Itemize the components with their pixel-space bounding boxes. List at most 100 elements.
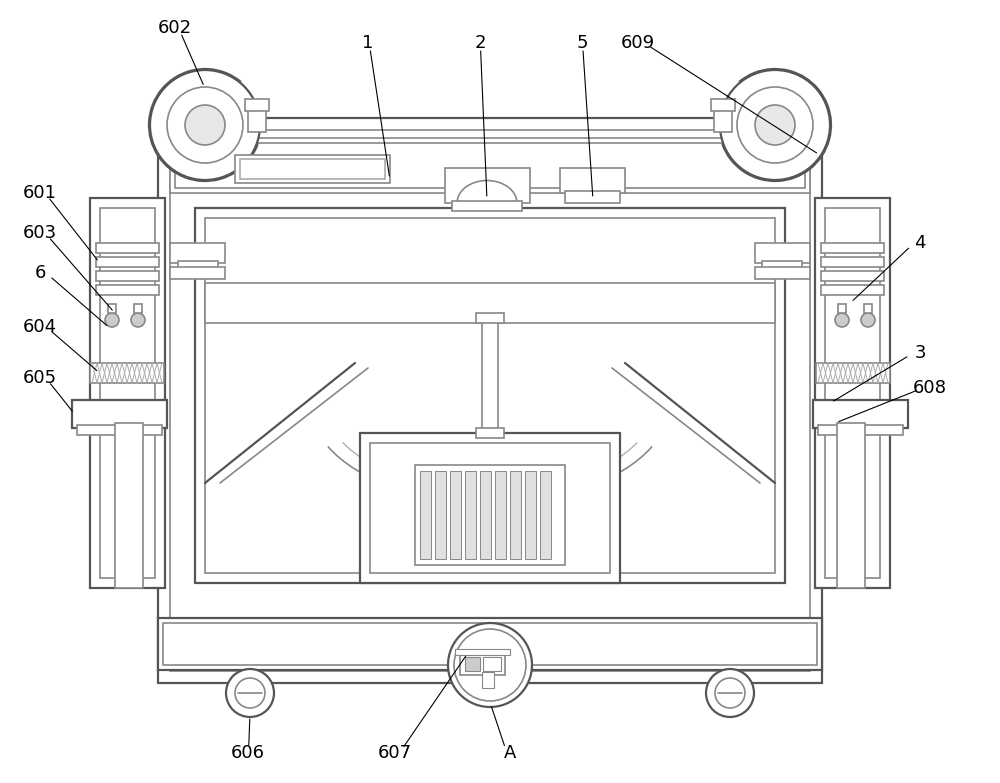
Bar (732, 137, 818, 155)
Bar (170, 130, 810, 671)
Bar (415, 465, 565, 565)
Bar (158, 118, 822, 683)
Bar (420, 471, 431, 559)
Bar (90, 198, 165, 588)
Bar (560, 168, 625, 193)
Bar (525, 471, 536, 559)
Bar (482, 672, 494, 688)
Bar (96, 285, 159, 295)
Circle shape (737, 87, 813, 163)
Circle shape (448, 623, 532, 707)
Text: 604: 604 (23, 318, 57, 336)
Bar (483, 657, 501, 671)
Bar (837, 423, 865, 588)
Bar (240, 159, 385, 179)
Bar (248, 104, 266, 132)
Text: 606: 606 (231, 744, 265, 762)
Bar (480, 471, 491, 559)
Text: 4: 4 (914, 234, 926, 252)
Bar (465, 657, 480, 671)
Bar (445, 168, 530, 203)
Text: 609: 609 (621, 34, 655, 52)
Bar (755, 243, 810, 263)
Text: 5: 5 (576, 34, 588, 52)
Bar (815, 198, 890, 588)
Bar (565, 191, 620, 203)
Bar (821, 257, 884, 267)
Circle shape (131, 313, 145, 327)
Bar (476, 428, 504, 438)
Circle shape (861, 313, 875, 327)
Bar (134, 304, 142, 313)
Bar (465, 471, 476, 559)
Text: 602: 602 (158, 19, 192, 37)
Bar (737, 153, 813, 163)
Bar (864, 304, 872, 313)
Circle shape (167, 87, 243, 163)
Bar (245, 99, 269, 111)
Circle shape (185, 105, 225, 145)
Text: 605: 605 (23, 369, 57, 387)
Bar (163, 623, 817, 665)
Circle shape (755, 105, 795, 145)
Circle shape (235, 678, 265, 708)
Bar (540, 471, 551, 559)
Bar (813, 400, 908, 428)
Bar (762, 261, 802, 269)
Text: 608: 608 (913, 379, 947, 397)
Bar (821, 243, 884, 253)
Bar (96, 271, 159, 281)
Text: 603: 603 (23, 224, 57, 242)
Circle shape (706, 669, 754, 717)
Text: 3: 3 (914, 344, 926, 362)
Bar (175, 143, 805, 188)
Bar (360, 433, 620, 583)
Bar (816, 363, 890, 383)
Bar (821, 271, 884, 281)
Bar (435, 471, 446, 559)
Circle shape (715, 678, 745, 708)
Circle shape (150, 70, 260, 180)
Bar (482, 320, 498, 435)
Bar (170, 243, 225, 263)
Bar (96, 243, 159, 253)
Text: 607: 607 (378, 744, 412, 762)
Bar (195, 208, 785, 583)
Bar (77, 425, 162, 435)
Bar (455, 649, 510, 655)
Bar (450, 471, 461, 559)
Bar (205, 283, 775, 323)
Text: 1: 1 (362, 34, 374, 52)
Text: 2: 2 (474, 34, 486, 52)
Bar (90, 363, 164, 383)
Bar (178, 261, 218, 269)
Bar (452, 201, 522, 211)
Bar (205, 218, 775, 573)
Bar (460, 653, 505, 675)
Bar (821, 285, 884, 295)
Bar (370, 443, 610, 573)
Bar (755, 267, 810, 279)
Bar (115, 423, 143, 588)
Circle shape (105, 313, 119, 327)
Bar (158, 618, 822, 670)
Bar (495, 471, 506, 559)
Bar (100, 208, 155, 578)
Bar (170, 267, 225, 279)
Bar (476, 313, 504, 323)
Bar (838, 304, 846, 313)
Text: 6: 6 (34, 264, 46, 282)
Bar (818, 425, 903, 435)
Text: A: A (504, 744, 516, 762)
Bar (72, 400, 167, 428)
Bar (167, 153, 243, 163)
Bar (162, 137, 248, 155)
Bar (714, 104, 732, 132)
Circle shape (720, 70, 830, 180)
Bar (711, 99, 735, 111)
Text: 601: 601 (23, 184, 57, 202)
Circle shape (226, 669, 274, 717)
Bar (96, 257, 159, 267)
Circle shape (454, 629, 526, 701)
Bar (825, 208, 880, 578)
